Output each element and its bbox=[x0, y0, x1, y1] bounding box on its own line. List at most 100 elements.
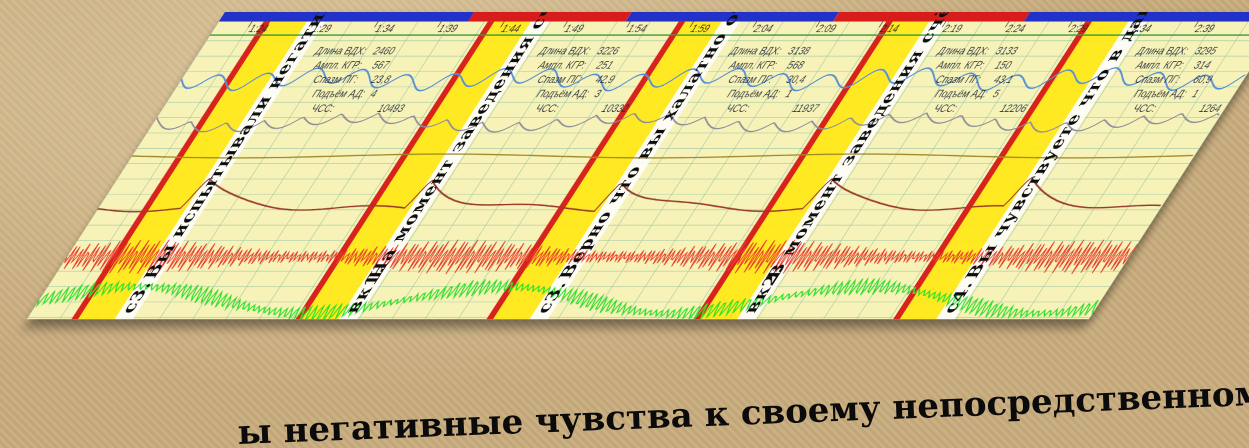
question-band bbox=[300, 21, 531, 320]
segment-stats-block: Длина ВДХ: 3226 Ампл. КГР: 251 Спазм ПГ: 42,9… bbox=[532, 46, 632, 115]
stat-value-ad: 1 bbox=[1189, 89, 1202, 101]
stat-label-pg: Спазм ПГ: bbox=[534, 74, 585, 86]
question-onset-line bbox=[893, 21, 1092, 320]
time-tick-label: 1:59 bbox=[687, 24, 712, 36]
time-tick-label: 2:04 bbox=[750, 24, 775, 36]
time-tick bbox=[563, 21, 568, 28]
top-bar-blue-1 bbox=[218, 12, 475, 22]
grid-vline bbox=[690, 21, 884, 320]
grid-vline bbox=[457, 21, 651, 320]
tremor-trace bbox=[35, 276, 1099, 320]
time-tick bbox=[310, 21, 316, 28]
time-tick bbox=[1130, 21, 1136, 28]
grid-vline bbox=[823, 21, 1016, 320]
time-tick-label: 1:49 bbox=[561, 24, 586, 36]
stat-label-vdh: Длина ВДХ: bbox=[536, 46, 593, 58]
stat-label-vdh: Длина ВДХ: bbox=[1134, 46, 1191, 58]
stat-value-kgr: 568 bbox=[784, 60, 807, 72]
polygraph-chart: 1:24 1:29 1:34 1:39 1:44 1:49 1:54 1:59 2:04 2:09… bbox=[26, 12, 1249, 320]
grid-vline bbox=[657, 21, 850, 320]
time-tick bbox=[1004, 21, 1010, 28]
segment-stats-block: Длина ВДХ: 3138 Ампл. КГР: 568 Спазм ПГ: 30,4… bbox=[723, 46, 822, 115]
stat-label-kgr: Ампл. КГР: bbox=[726, 60, 780, 72]
time-tick-label: 1:34 bbox=[372, 24, 397, 36]
grid-vline bbox=[557, 21, 751, 320]
time-tick bbox=[247, 21, 253, 28]
grid-vline bbox=[358, 21, 552, 320]
stat-value-chss: 1264 bbox=[1196, 103, 1224, 115]
top-bar-red-2 bbox=[833, 12, 1031, 22]
stat-label-vdh: Длина ВДХ: bbox=[312, 46, 369, 58]
grid-vline bbox=[258, 21, 452, 320]
stat-value-pg: 60,9 bbox=[1190, 74, 1215, 86]
stat-label-pg: Спазм ПГ: bbox=[1132, 74, 1183, 86]
grid-vline bbox=[756, 21, 950, 320]
stat-value-pg: 23,8 bbox=[368, 74, 393, 86]
pletysmogram-trace bbox=[131, 153, 1194, 159]
stat-value-chss: 11937 bbox=[789, 103, 821, 115]
stat-label-chss: ЧСС: bbox=[723, 103, 752, 115]
question-onset-line bbox=[295, 21, 495, 320]
secondary-breathing-trace bbox=[156, 112, 1220, 133]
time-tick-label: 2:14 bbox=[877, 24, 902, 36]
question-label-strip bbox=[737, 21, 948, 320]
question-label-strip bbox=[936, 21, 1147, 320]
stat-value-kgr: 567 bbox=[369, 60, 392, 72]
stat-label-kgr: Ампл. КГР: bbox=[934, 60, 988, 72]
top-status-bar bbox=[209, 12, 1249, 36]
time-tick-label: 1:29 bbox=[309, 24, 334, 36]
top-bar-red-1 bbox=[467, 12, 632, 22]
time-tick bbox=[1194, 21, 1199, 28]
grid-vline bbox=[889, 21, 1083, 320]
stat-value-ad: 4 bbox=[367, 89, 380, 101]
time-tick bbox=[626, 21, 631, 28]
question-label-strip bbox=[529, 21, 741, 320]
stat-value-pg: 30,4 bbox=[783, 74, 808, 86]
grid-vline bbox=[590, 21, 784, 320]
stat-label-vdh: Длина ВДХ: bbox=[727, 46, 784, 58]
question-onset-line bbox=[71, 21, 271, 320]
top-bar-blue-3 bbox=[1023, 12, 1249, 22]
stat-value-vdh: 3138 bbox=[785, 46, 813, 58]
breathing-trace bbox=[180, 67, 1246, 92]
time-tick bbox=[374, 21, 379, 28]
gsr-trace bbox=[97, 176, 1162, 213]
grid-vline bbox=[159, 21, 352, 320]
stat-label-pg: Спазм ПГ: bbox=[725, 74, 776, 86]
grid-vline bbox=[291, 21, 485, 320]
time-tick-label: 2:34 bbox=[1129, 24, 1154, 36]
top-bar-blue-2 bbox=[625, 12, 840, 22]
stat-value-vdh: 2460 bbox=[370, 46, 398, 58]
grid-vline bbox=[391, 21, 585, 320]
grid-vline bbox=[225, 21, 419, 320]
physiological-traces bbox=[35, 67, 1246, 320]
time-tick bbox=[815, 21, 821, 28]
stat-label-kgr: Ампл. КГР: bbox=[311, 60, 365, 72]
stat-label-ad: Подъём АД: bbox=[1131, 89, 1190, 101]
stat-label-ad: Подъём АД: bbox=[533, 89, 592, 101]
time-tick bbox=[689, 21, 694, 28]
time-axis: 1:24 1:29 1:34 1:39 1:44 1:49 1:54 1:59 2:04 2:09… bbox=[246, 21, 1217, 36]
time-tick-label: 2:24 bbox=[1003, 24, 1028, 36]
time-tick-label: 2:39 bbox=[1192, 24, 1217, 36]
time-tick-label: 1:39 bbox=[435, 24, 460, 36]
stat-value-ad: 3 bbox=[591, 89, 604, 101]
question-band bbox=[698, 21, 930, 320]
stat-label-kgr: Ампл. КГР: bbox=[535, 60, 589, 72]
stat-value-ad: 5 bbox=[990, 89, 1003, 101]
stat-value-pg: 43,1 bbox=[991, 74, 1016, 86]
stat-value-chss: 10332 bbox=[599, 103, 632, 115]
question-label-strip bbox=[114, 21, 326, 320]
stat-value-ad: 1 bbox=[782, 89, 795, 101]
stat-label-chss: ЧСС: bbox=[931, 103, 960, 115]
time-tick-label: 1:24 bbox=[246, 24, 271, 36]
stat-label-ad: Подъём АД: bbox=[932, 89, 991, 101]
time-tick bbox=[878, 21, 884, 28]
grid-vline bbox=[192, 21, 386, 320]
stat-label-chss: ЧСС: bbox=[1130, 103, 1159, 115]
time-tick-label: 2:19 bbox=[940, 24, 965, 36]
stat-value-kgr: 150 bbox=[992, 60, 1015, 72]
segment-stats-block: Длина ВДХ: 3133 Ампл. КГР: 150 Спазм ПГ: 43,1… bbox=[931, 46, 1030, 115]
